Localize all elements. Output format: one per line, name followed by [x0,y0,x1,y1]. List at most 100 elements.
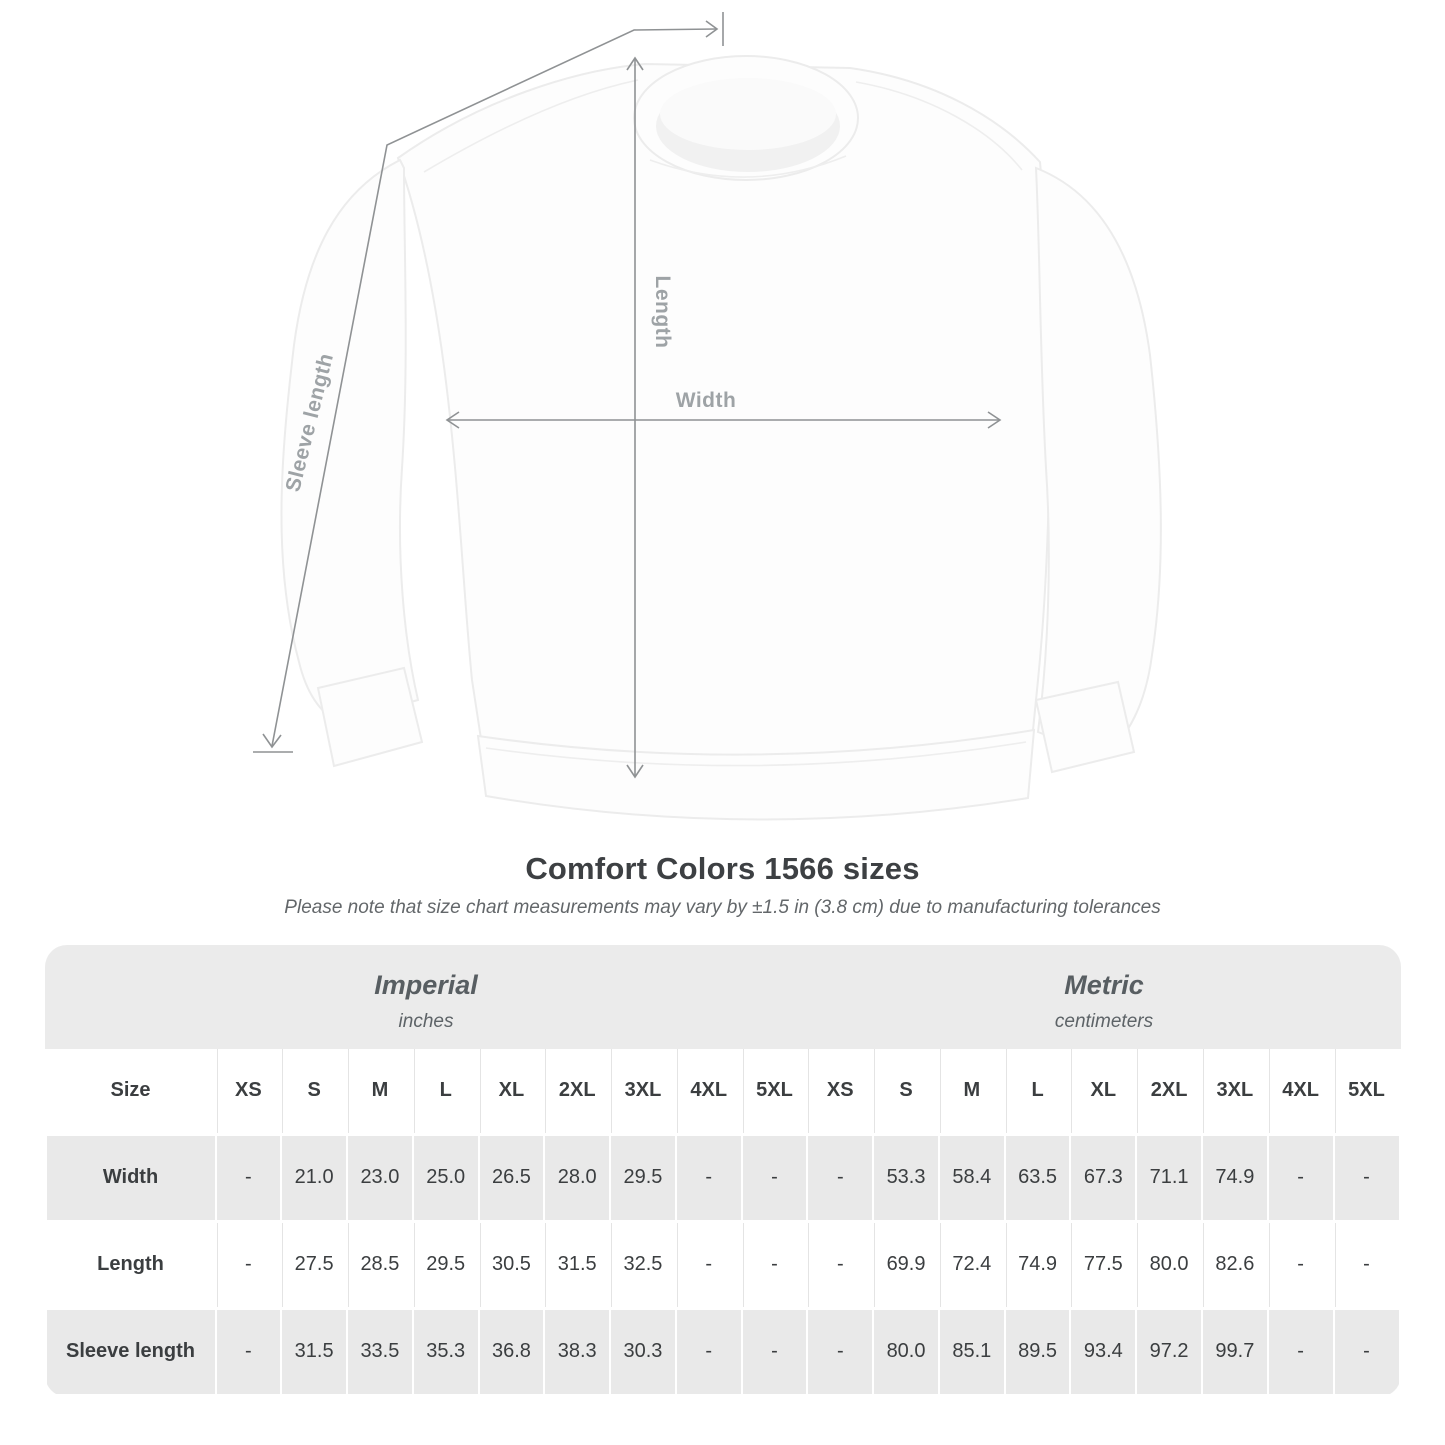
collar-back [660,78,836,150]
measurement-value-cell: - [1268,1135,1333,1220]
imperial-heading: Imperial inches [45,969,808,1033]
measurement-value-cell: - [216,1222,281,1307]
size-column-header: XL [1071,1048,1136,1133]
measurement-value-cell: 82.6 [1202,1222,1267,1307]
measurement-value-cell: 29.5 [413,1222,478,1307]
measurement-value-cell: 30.3 [611,1309,675,1394]
tolerance-note: Please note that size chart measurements… [284,897,1161,918]
size-column-header: L [413,1048,478,1133]
measurement-value-cell: - [742,1135,807,1220]
size-column-header: 4XL [1268,1048,1333,1133]
measurement-value-cell: 63.5 [1005,1135,1070,1220]
measurement-value-cell: 80.0 [874,1309,938,1394]
measurement-value-cell: 32.5 [611,1222,675,1307]
size-column-header: 2XL [1137,1048,1201,1133]
measurement-value-cell: - [216,1135,281,1220]
measurement-value-cell: - [1334,1309,1399,1394]
row-label: Sleeve length [46,1309,215,1394]
measurement-value-cell: 26.5 [479,1135,544,1220]
measurement-value-cell: 28.0 [545,1135,610,1220]
metric-heading: Metric centimeters [808,969,1401,1033]
measurement-value-cell: - [1268,1222,1333,1307]
size-table: Size XS S M L XL 2XL 3XL 4XL 5XL XS S M L XL 2XL 3XL 4XL 5… [45,1046,1401,1397]
measurement-value-cell: - [808,1309,873,1394]
measurement-value-cell: - [742,1309,807,1394]
measurement-value-cell: 89.5 [1005,1309,1070,1394]
size-column-header: L [1005,1048,1070,1133]
imperial-name: Imperial [374,970,478,1000]
measurement-value-cell: 27.5 [282,1222,347,1307]
hem-seam [485,741,1027,767]
size-column-header: 5XL [742,1048,807,1133]
measurement-value-cell: 31.5 [545,1222,610,1307]
measurement-value-cell: - [676,1309,741,1394]
measurement-value-cell: 97.2 [1137,1309,1201,1394]
imperial-unit: inches [398,1010,454,1032]
measurement-value-cell: 74.9 [1005,1222,1070,1307]
page-title: Comfort Colors 1566 sizes [525,851,920,886]
width-label: Width [676,389,737,412]
size-header-cell: Size [46,1048,215,1133]
left-shoulder-seam [423,79,639,173]
size-column-header: S [874,1048,938,1133]
length-label: Length [651,276,674,349]
measurement-value-cell: - [676,1222,741,1307]
measurement-value-cell: - [1334,1222,1399,1307]
measurement-value-cell: 69.9 [874,1222,938,1307]
measurement-value-cell: 77.5 [1071,1222,1136,1307]
sweatshirt-illustration [280,55,1162,821]
size-column-header: 3XL [1202,1048,1267,1133]
measurement-value-cell: 71.1 [1137,1135,1201,1220]
measurement-value-cell: 99.7 [1202,1309,1267,1394]
width-arrow [445,411,1002,429]
size-column-header: XL [479,1048,544,1133]
sweatshirt-diagram-svg: Width Length Sleeve length [253,12,1162,821]
metric-name: Metric [1064,970,1144,1000]
measurement-value-cell: 23.0 [348,1135,412,1220]
sweatshirt-left-cuff [316,666,424,768]
measurement-value-cell: 38.3 [545,1309,610,1394]
measurement-row: Length -27.5 28.5 29.5 30.5 31.5 32.5- - -69.9 72… [46,1222,1399,1307]
sleeve-length-arrow [253,12,724,753]
size-column-header: 3XL [611,1048,675,1133]
measurement-value-cell: - [216,1309,281,1394]
sweatshirt-left-sleeve [280,158,420,724]
measurement-value-cell: 72.4 [939,1222,1004,1307]
measurement-value-cell: 93.4 [1071,1309,1136,1394]
size-column-header: S [282,1048,347,1133]
row-label: Length [46,1222,215,1307]
measurement-value-cell: - [808,1222,873,1307]
collar-seam [649,155,847,178]
size-column-header: 2XL [545,1048,610,1133]
measurement-value-cell: 35.3 [413,1309,478,1394]
metric-unit: centimeters [1054,1010,1154,1032]
measurement-value-cell: 25.0 [413,1135,478,1220]
measurement-value-cell: 30.5 [479,1222,544,1307]
size-header-row: Size XS S M L XL 2XL 3XL 4XL 5XL XS S M L XL 2XL 3XL 4XL 5… [46,1048,1399,1133]
measurement-value-cell: 85.1 [939,1309,1004,1394]
unit-system-headings: Imperial inches Metric centimeters [44,945,1401,1049]
size-column-header: XS [808,1048,873,1133]
measurement-value-cell: - [742,1222,807,1307]
length-arrow [626,56,644,779]
row-label: Width [46,1135,215,1220]
right-shoulder-seam [855,81,1023,171]
measurement-value-cell: 31.5 [282,1309,347,1394]
size-column-header: M [348,1048,412,1133]
size-column-header: XS [216,1048,281,1133]
measurement-value-cell: - [676,1135,741,1220]
measurement-value-cell: 33.5 [348,1309,412,1394]
measurement-value-cell: 28.5 [348,1222,412,1307]
measurement-value-cell: 29.5 [611,1135,675,1220]
measurement-value-cell: 36.8 [479,1309,544,1394]
measurement-value-cell: 80.0 [1137,1222,1201,1307]
measurement-value-cell: - [1268,1309,1333,1394]
measurement-value-cell: 58.4 [939,1135,1004,1220]
measurement-value-cell: - [808,1135,873,1220]
measurement-row: Sleeve length -31.5 33.5 35.3 36.8 38.3 30.3- -… [46,1309,1399,1394]
sweatshirt-right-cuff [1034,680,1136,774]
measurement-value-cell: 74.9 [1202,1135,1267,1220]
measurement-value-cell: 21.0 [282,1135,347,1220]
size-column-header: 5XL [1334,1048,1399,1133]
garment-measurement-diagram: Width Length Sleeve length [253,12,1162,821]
